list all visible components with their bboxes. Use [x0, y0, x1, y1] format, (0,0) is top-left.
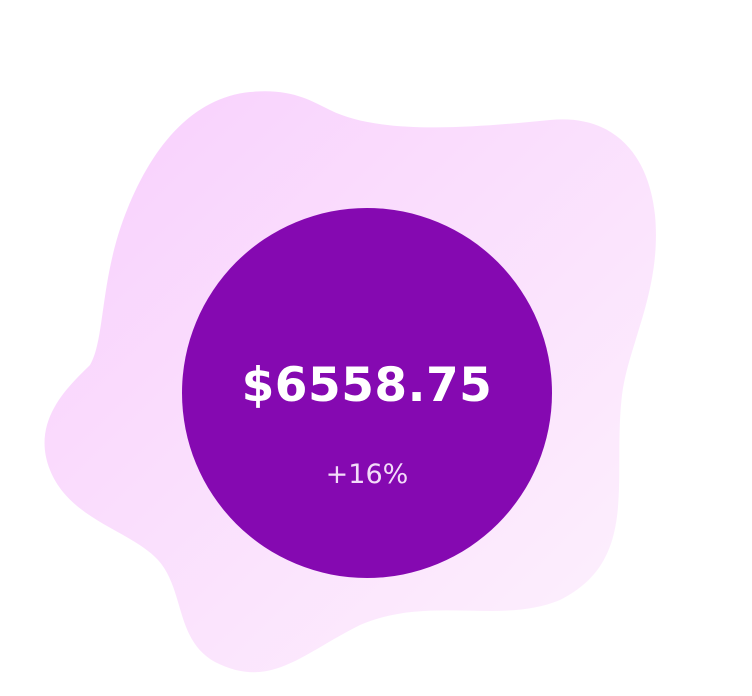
change-percent: +16% [325, 459, 409, 490]
amount-value: $6558.75 [241, 358, 493, 413]
value-circle: $6558.75 +16% [182, 208, 552, 578]
